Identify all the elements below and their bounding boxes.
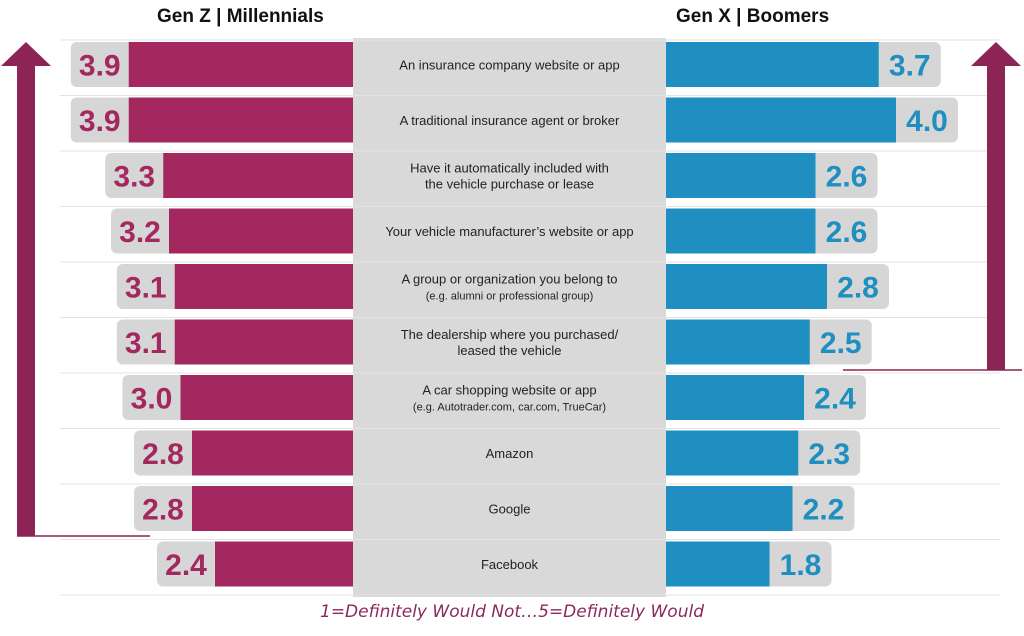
category-label: An insurance company website or app — [399, 58, 619, 73]
category-label: Have it automatically included with — [410, 161, 609, 176]
left-bar — [174, 264, 353, 309]
right-value-label: 2.6 — [826, 216, 868, 249]
category-label: Google — [489, 502, 531, 517]
left-bar — [192, 486, 353, 531]
right-value-label: 3.7 — [889, 50, 931, 83]
left-bar — [128, 97, 353, 143]
right-value-label: 2.6 — [826, 161, 868, 194]
right-value-label: 2.8 — [837, 272, 879, 305]
butterfly-bar-chart: 3.9 3.7 An insurance company website or ap… — [1, 38, 1022, 597]
right-bar — [666, 208, 816, 254]
right-bar — [666, 430, 799, 476]
category-label: A car shopping website or app — [422, 383, 596, 398]
right-value-label: 2.2 — [803, 494, 845, 527]
right-up-arrow — [843, 42, 1022, 371]
category-sublabel: (e.g. Autotrader.com, car.com, TrueCar) — [413, 402, 606, 414]
right-bar — [666, 486, 793, 531]
right-bar — [666, 42, 879, 87]
right-bar — [666, 153, 816, 198]
category-label-line2: the vehicle purchase or lease — [425, 177, 594, 192]
right-value-label: 2.5 — [820, 327, 862, 360]
left-value-label: 3.0 — [131, 383, 173, 416]
left-bar — [163, 153, 353, 198]
category-label: Your vehicle manufacturer’s website or a… — [385, 224, 633, 239]
right-value-label: 2.3 — [808, 438, 850, 471]
left-value-label: 3.9 — [79, 50, 121, 83]
category-label: The dealership where you purchased/ — [401, 327, 619, 342]
left-bar — [169, 208, 353, 254]
right-bar — [666, 319, 810, 365]
right-group-header: Gen X | Boomers — [676, 6, 830, 27]
right-bar — [666, 264, 827, 309]
left-bar — [128, 42, 353, 87]
left-value-label: 2.4 — [165, 549, 207, 582]
left-bar — [215, 541, 353, 587]
left-value-label: 2.8 — [142, 494, 184, 527]
left-up-arrow-shaft — [17, 64, 35, 536]
scale-footnote: 1=Definitely Would Not…5=Definitely Woul… — [320, 602, 704, 622]
left-up-arrow-head — [1, 42, 51, 66]
right-value-label: 4.0 — [906, 105, 948, 138]
category-label: Amazon — [486, 446, 534, 461]
left-value-label: 3.2 — [119, 216, 161, 249]
left-value-label: 2.8 — [142, 438, 184, 471]
right-bar — [666, 541, 770, 587]
left-bar — [192, 430, 353, 476]
right-up-arrow-head — [971, 42, 1021, 66]
left-value-label: 3.1 — [125, 272, 167, 305]
right-up-arrow-shaft — [987, 64, 1005, 370]
category-label: A traditional insurance agent or broker — [400, 113, 620, 128]
left-group-header: Gen Z | Millennials — [157, 6, 324, 27]
category-label: A group or organization you belong to — [401, 272, 617, 287]
right-value-label: 2.4 — [814, 383, 856, 416]
left-value-label: 3.9 — [79, 105, 121, 138]
left-value-label: 3.1 — [125, 327, 167, 360]
left-up-arrow — [1, 42, 150, 537]
right-bar — [666, 375, 804, 420]
left-bar — [174, 319, 353, 365]
category-label: Facebook — [481, 557, 539, 572]
left-bar — [180, 375, 353, 420]
right-value-label: 1.8 — [780, 549, 822, 582]
right-bar — [666, 97, 896, 143]
left-value-label: 3.3 — [113, 161, 155, 194]
category-label-line2: leased the vehicle — [457, 343, 561, 358]
category-sublabel: (e.g. alumni or professional group) — [426, 291, 594, 303]
